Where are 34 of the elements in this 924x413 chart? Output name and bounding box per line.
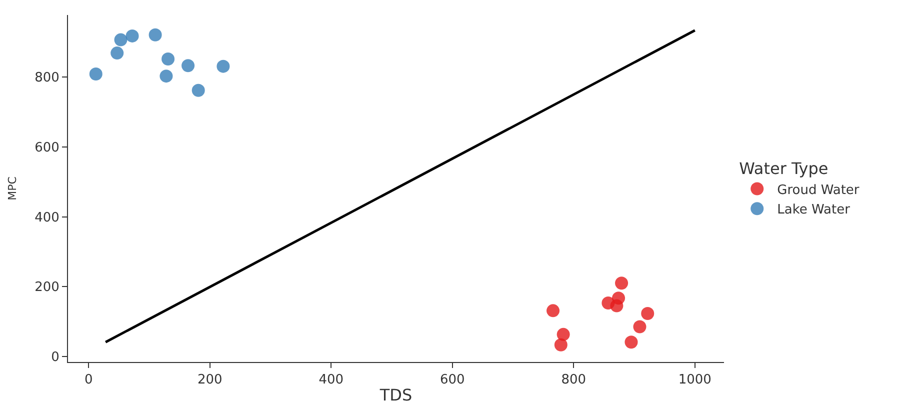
point [556,328,570,341]
y-tick-label: 0 [51,350,60,365]
point [612,292,626,305]
point [89,68,102,80]
y-tick-label: 800 [34,70,60,86]
point [641,306,654,320]
point [546,304,560,318]
x-tick-label: 200 [197,372,222,388]
point [110,46,124,60]
x-tick-label: 600 [440,372,465,388]
point [148,28,162,42]
point [633,320,646,334]
y-tick-label: 600 [34,140,60,156]
y-axis-title: MPC [6,176,20,200]
y-tick-label: 400 [34,210,60,226]
x-tick-label: 0 [84,372,93,388]
legend-title: Water Type [739,158,828,178]
point [216,60,230,73]
x-tick-label: 1000 [678,372,712,388]
legend-label: Lake Water [777,202,851,218]
point [192,84,205,97]
point [615,276,628,290]
legend-label: Groud Water [777,182,860,198]
point [126,29,139,42]
point [182,59,195,72]
y-tick-label: 200 [34,280,60,296]
x-axis-title: TDS [378,385,412,404]
point [160,70,173,83]
x-tick-label: 400 [318,372,344,388]
x-tick-label: 800 [561,372,586,388]
point [554,338,568,352]
point [114,33,128,46]
point [162,52,175,66]
point [624,336,638,349]
